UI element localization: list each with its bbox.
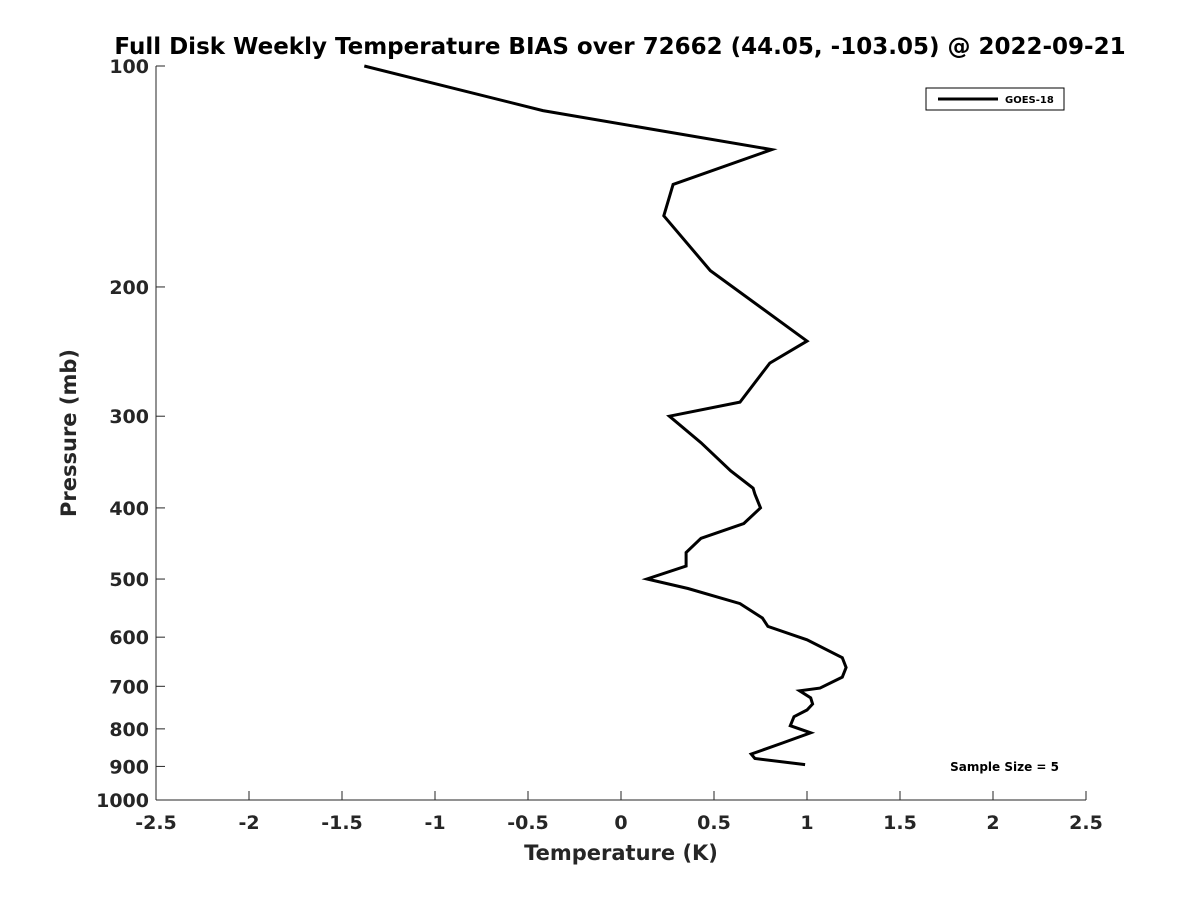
y-tick-label: 200 xyxy=(109,277,149,299)
x-tick-label: -1 xyxy=(424,812,445,834)
sample-size-annotation: Sample Size = 5 xyxy=(950,760,1059,774)
x-tick-label: -0.5 xyxy=(507,812,549,834)
x-tick-label: 2 xyxy=(986,812,999,834)
y-tick-label: 1000 xyxy=(96,790,149,812)
y-tick-label: 700 xyxy=(109,676,149,698)
x-ticks: -2.5 -2 -1.5 -1 -0.5 0 0.5 1 1.5 2 2.5 xyxy=(135,791,1103,834)
y-tick-label: 300 xyxy=(109,406,149,428)
chart-title: Full Disk Weekly Temperature BIAS over 7… xyxy=(114,34,1125,60)
y-tick-label: 100 xyxy=(109,56,149,78)
y-tick-label: 500 xyxy=(109,569,149,591)
x-tick-label: 0 xyxy=(614,812,627,834)
x-axis-label: Temperature (K) xyxy=(524,841,718,865)
axes xyxy=(155,66,1086,801)
y-axis-label: Pressure (mb) xyxy=(57,349,81,517)
y-ticks: 100 200 300 400 500 600 700 800 900 1000 xyxy=(96,56,165,812)
x-tick-label: -2.5 xyxy=(135,812,177,834)
x-tick-label: 1 xyxy=(800,812,813,834)
legend: GOES-18 xyxy=(925,87,1065,111)
x-tick-label: -1.5 xyxy=(321,812,363,834)
series-line-1 xyxy=(363,64,848,767)
x-tick-label: 2.5 xyxy=(1069,812,1103,834)
y-tick-label: 900 xyxy=(109,756,149,778)
y-tick-label: 800 xyxy=(109,719,149,741)
x-tick-label: -2 xyxy=(238,812,259,834)
legend-label: GOES-18 xyxy=(1005,95,1054,106)
y-tick-label: 400 xyxy=(109,498,149,520)
x-tick-label: 0.5 xyxy=(697,812,731,834)
series-layer xyxy=(363,64,848,767)
x-tick-label: 1.5 xyxy=(883,812,917,834)
y-tick-label: 600 xyxy=(109,627,149,649)
